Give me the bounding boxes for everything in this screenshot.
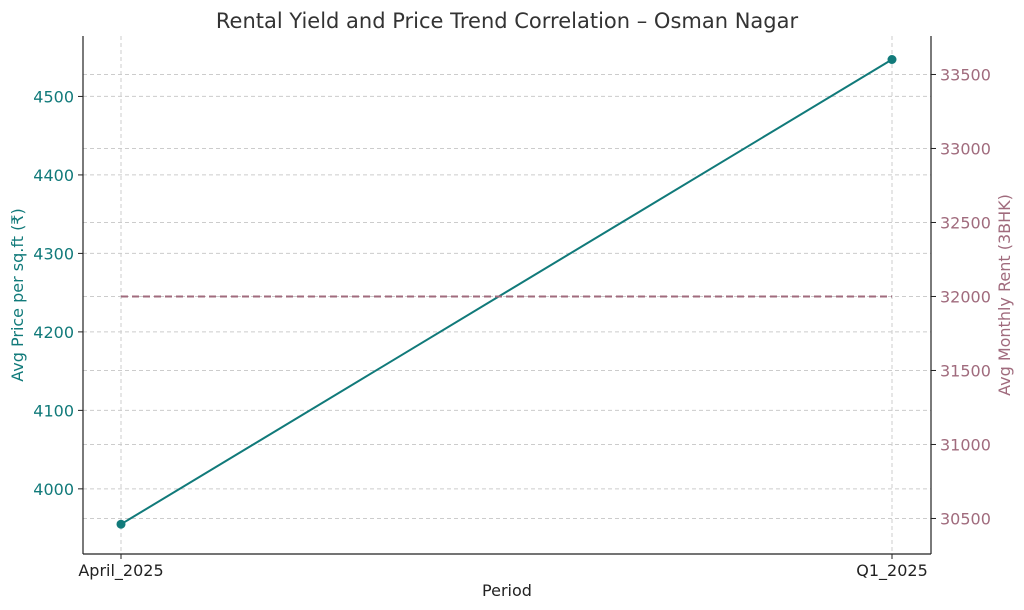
grid-layer <box>83 36 931 554</box>
chart-title: Rental Yield and Price Trend Correlation… <box>216 9 799 33</box>
right-y-tick-label: 33000 <box>940 139 991 158</box>
right-y-tick-label: 32000 <box>940 287 991 306</box>
axes-layer <box>82 36 932 555</box>
left-y-axis-label: Avg Price per sq.ft (₹) <box>8 208 27 381</box>
tick-layer: April_2025 Q1_2025 4000 4100 4200 4300 4400 450… <box>33 65 991 581</box>
right-y-tick-label: 31000 <box>940 435 991 454</box>
right-y-tick-label: 31500 <box>940 361 991 380</box>
left-y-tick-label: 4400 <box>33 166 74 185</box>
left-y-tick-label: 4100 <box>33 401 74 420</box>
left-y-tick-label: 4000 <box>33 480 74 499</box>
right-y-tick-label: 30500 <box>940 509 991 528</box>
right-y-axis-label: Avg Monthly Rent (3BHK) <box>995 194 1014 396</box>
x-axis-label: Period <box>482 581 532 600</box>
price-data-point <box>116 519 126 529</box>
x-tick-label: Q1_2025 <box>856 561 928 581</box>
left-y-tick-label: 4300 <box>33 244 74 263</box>
left-y-tick-label: 4200 <box>33 323 74 342</box>
price-data-point <box>887 55 897 64</box>
left-y-tick-label: 4500 <box>33 87 74 106</box>
x-tick-label: April_2025 <box>78 561 163 581</box>
series-layer <box>116 55 897 529</box>
price-series-line <box>120 58 893 526</box>
right-y-tick-label: 33500 <box>940 65 991 84</box>
right-y-tick-label: 32500 <box>940 213 991 232</box>
